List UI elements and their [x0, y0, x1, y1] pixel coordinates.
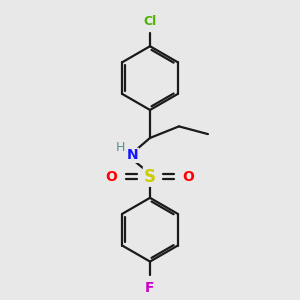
Text: F: F	[145, 281, 155, 295]
Text: N: N	[127, 148, 138, 162]
Text: O: O	[183, 169, 195, 184]
Text: S: S	[144, 168, 156, 186]
Text: H: H	[116, 141, 125, 154]
Text: Cl: Cl	[143, 15, 157, 28]
Text: O: O	[105, 169, 117, 184]
